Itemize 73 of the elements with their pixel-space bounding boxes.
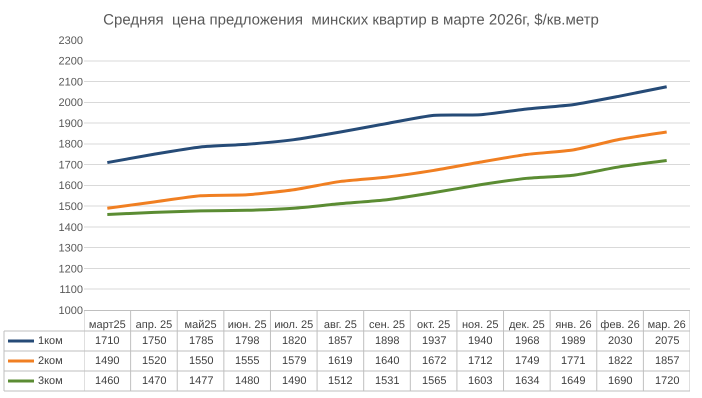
data-label: 1619 [328,355,352,367]
x-tick-label: июл. 25 [274,319,314,332]
data-label: 1480 [235,375,260,387]
y-tick-label: 2000 [58,97,83,110]
legend-label: 1ком [38,335,63,347]
x-tick-label: сен. 25 [368,319,406,332]
data-label: 1477 [189,375,214,387]
data-label: 1820 [282,335,306,347]
x-tick-label: янв. 26 [555,319,592,332]
data-label: 1640 [375,355,400,367]
y-tick-label: 2100 [58,76,83,88]
line-series [106,130,668,210]
x-tick-label: мар. 26 [648,319,686,332]
y-tick-label: 1600 [58,180,83,192]
data-label: 1460 [95,375,120,387]
data-label: 1750 [142,335,166,347]
x-tick-label: авг. 25 [324,319,357,332]
data-label: 1989 [561,335,586,347]
line-series [106,85,668,164]
data-label: 1898 [375,335,400,347]
data-label: 1690 [608,375,632,387]
y-tick-label: 2200 [58,56,83,68]
y-tick-label: 2300 [58,34,83,47]
data-label: 1968 [515,335,540,347]
data-label: 1771 [561,355,586,367]
data-label: 1490 [95,355,120,367]
chart-title: Средняя цена предложения минских квартир в марте 2026г, $/кв.метр [103,11,599,28]
x-tick-label: июн. 25 [228,319,267,332]
data-label: 2075 [655,335,680,347]
y-tick-label: 1800 [58,138,83,151]
y-tick-label: 1400 [58,222,83,234]
data-label: 1520 [142,355,166,367]
x-tick-label: ноя. 25 [462,319,498,332]
data-label: 1565 [422,375,446,387]
data-label: 1531 [375,375,400,387]
legend-label: 3ком [38,375,63,387]
x-tick-label: фев. 26 [600,319,640,332]
data-label: 1555 [235,355,260,367]
x-tick-label: дек. 25 [509,319,545,332]
data-label: 1712 [468,355,492,367]
data-label: 1490 [282,375,306,387]
x-tick-label: апр. 25 [136,319,172,332]
data-label: 1937 [422,335,446,347]
data-label: 1720 [655,375,680,387]
y-tick-label: 1000 [58,304,83,317]
data-label: 1857 [328,335,352,347]
data-label: 1550 [189,355,214,367]
data-label: 1749 [515,355,540,367]
y-tick-label: 1700 [58,159,83,172]
data-label: 1798 [235,335,260,347]
data-label: 1603 [468,375,492,387]
y-tick-label: 1900 [58,118,83,130]
x-tick-label: март25 [88,319,126,332]
data-label: 1785 [189,335,214,347]
data-label: 1822 [608,355,632,367]
data-label: 1579 [282,355,306,367]
data-label: 1857 [655,355,680,367]
data-label: 2030 [608,335,632,347]
y-tick-label: 1100 [59,284,83,296]
data-label: 1710 [95,335,120,347]
data-label: 1672 [422,355,446,367]
y-tick-label: 1200 [58,263,83,276]
x-tick-label: окт. 25 [417,319,450,332]
legend-label: 2ком [38,355,63,367]
data-label: 1512 [328,375,352,387]
line-series [106,158,668,216]
x-tick-label: май25 [184,319,217,332]
data-label: 1634 [515,375,540,387]
data-label: 1649 [561,375,586,387]
data-label: 1470 [142,375,166,387]
y-tick-label: 1300 [58,242,83,255]
data-label: 1940 [468,335,492,347]
y-tick-label: 1500 [58,201,83,213]
